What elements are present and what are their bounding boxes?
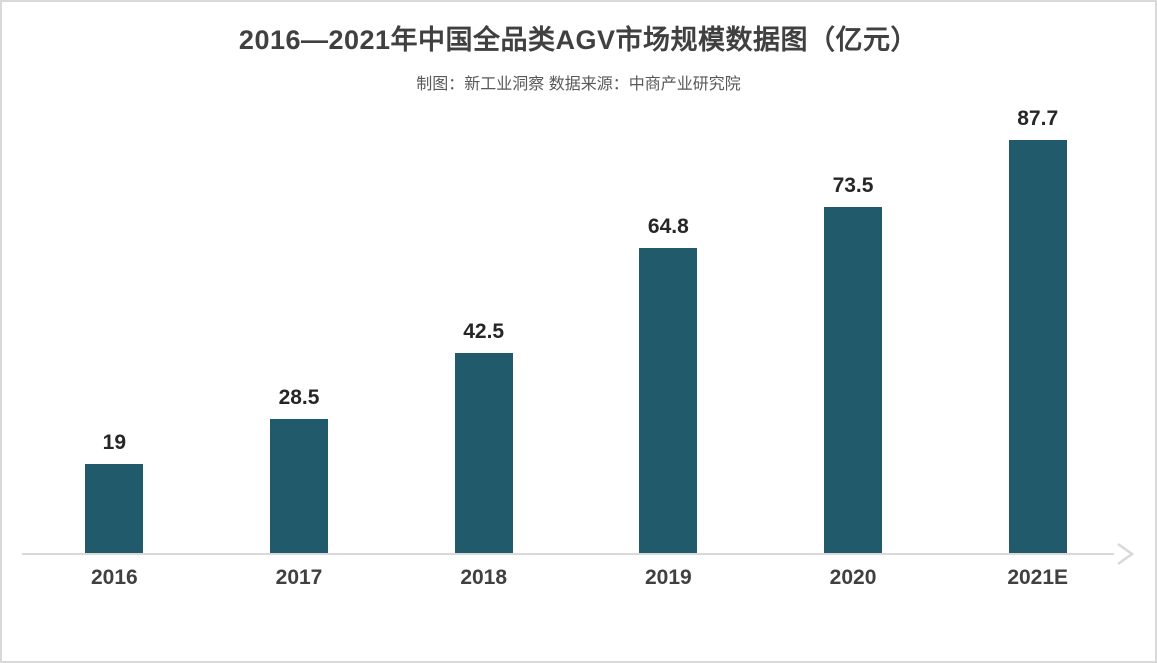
x-axis-tick-label: 2018 [460, 566, 508, 589]
bars-container: 19 28.5 42.5 64.8 73.5 87.7 [22, 100, 1130, 553]
x-axis-tick-label: 2016 [90, 566, 138, 589]
bar-group: 73.5 [761, 100, 946, 553]
bar-value-label: 28.5 [278, 386, 320, 409]
bar-2019 [639, 248, 698, 553]
bar-value-label: 73.5 [832, 174, 874, 197]
bar-value-label: 87.7 [1017, 107, 1059, 130]
bar-2016 [85, 464, 144, 553]
x-axis-tick-label: 2017 [275, 566, 323, 589]
bar-2018 [454, 353, 513, 553]
bar-value-label: 42.5 [463, 320, 505, 343]
bar-group: 87.7 [945, 100, 1130, 553]
x-axis-tick-label: 2020 [829, 566, 877, 589]
bar-group: 42.5 [391, 100, 576, 553]
bar-value-label: 64.8 [647, 215, 689, 238]
chart-title: 2016—2021年中国全品类AGV市场规模数据图（亿元） [238, 25, 919, 55]
x-axis-labels: 2016 2017 2018 2019 2020 2021E [22, 566, 1130, 590]
x-axis-tick-label: 2019 [644, 566, 692, 589]
bar-2020 [824, 207, 883, 553]
plot-area: 19 28.5 42.5 64.8 73.5 87.7 [22, 100, 1134, 566]
bar-2021E [1008, 140, 1067, 553]
x-axis-line [22, 553, 1114, 555]
bar-group: 64.8 [576, 100, 761, 553]
chart-subtitle: 制图：新工业洞察 数据来源：中商产业研究院 [416, 76, 741, 93]
bar-group: 19 [22, 100, 207, 553]
bar-group: 28.5 [207, 100, 392, 553]
bar-value-label: 19 [102, 431, 127, 454]
bar-2017 [270, 419, 328, 553]
x-axis-tick-label: 2021E [1007, 566, 1069, 589]
x-axis-arrow-icon [1117, 542, 1134, 566]
